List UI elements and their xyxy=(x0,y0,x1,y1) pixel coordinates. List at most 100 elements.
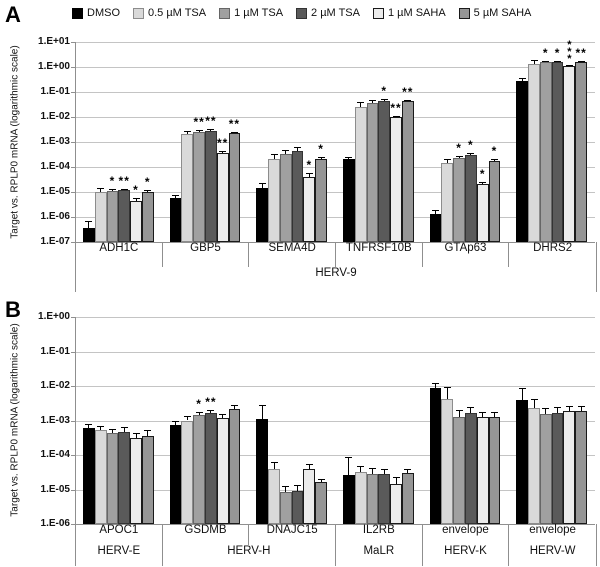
gridline xyxy=(75,420,595,422)
error-bar xyxy=(545,408,547,415)
error-bar-cap xyxy=(443,159,451,161)
error-bar xyxy=(273,154,275,159)
legend-swatch xyxy=(72,7,83,19)
error-bar-cap xyxy=(565,405,573,407)
error-bar-cap xyxy=(294,146,302,148)
bar xyxy=(343,474,355,524)
error-bar-cap xyxy=(270,154,278,156)
y-tick-mark xyxy=(71,242,75,243)
error-bar xyxy=(320,478,322,483)
error-bar xyxy=(557,406,559,413)
significance-stars: ** xyxy=(205,114,217,129)
legend-item: 2 µM TSA xyxy=(296,7,360,19)
y-axis-line xyxy=(75,42,76,242)
category-label: GBP5 xyxy=(163,242,250,267)
error-bar-cap xyxy=(392,477,400,479)
error-bar-cap xyxy=(530,59,538,61)
y-tick-mark xyxy=(71,317,75,318)
bar xyxy=(83,228,95,242)
error-bar xyxy=(111,429,113,434)
bar xyxy=(256,419,269,524)
y-tick-mark xyxy=(71,192,75,193)
error-bar xyxy=(186,131,188,135)
bar xyxy=(141,435,154,524)
bar xyxy=(291,150,304,242)
bar xyxy=(118,432,131,524)
error-bar xyxy=(135,197,137,201)
error-bar xyxy=(308,173,310,177)
bar xyxy=(130,200,142,242)
error-bar-cap xyxy=(404,468,412,470)
error-bar-cap xyxy=(345,457,353,459)
error-bar xyxy=(360,102,362,108)
error-bar xyxy=(521,387,523,400)
error-bar-cap xyxy=(195,130,203,132)
bar xyxy=(279,491,292,524)
error-bar-cap xyxy=(432,209,440,211)
error-bar xyxy=(383,468,385,475)
significance-stars: ** xyxy=(216,135,229,150)
legend-item: 1 µM SAHA xyxy=(372,7,446,19)
error-bar-cap xyxy=(490,411,498,413)
significance-stars: * xyxy=(196,396,202,411)
y-tick-mark xyxy=(71,67,75,68)
bar xyxy=(216,153,229,242)
error-bar-cap xyxy=(565,64,573,66)
error-bar-cap xyxy=(554,60,562,62)
category-label: GSDMB xyxy=(163,524,250,545)
y-axis-line xyxy=(75,317,76,524)
bar xyxy=(94,430,107,524)
error-bar xyxy=(580,405,582,411)
y-tick-mark xyxy=(71,489,75,491)
error-bar-cap xyxy=(108,188,116,190)
gridline xyxy=(75,351,595,353)
significance-stars: ** xyxy=(193,115,205,130)
bar xyxy=(378,100,391,242)
family-label: HERV-9 xyxy=(315,267,357,279)
legend-swatch xyxy=(133,7,144,19)
panel-a-label: A xyxy=(5,2,21,27)
y-tick-label: 1.E-05 xyxy=(40,186,70,197)
legend-swatch xyxy=(219,7,231,19)
error-bar xyxy=(285,150,287,155)
error-bar-cap xyxy=(282,150,290,152)
y-tick-label: 1.E-03 xyxy=(40,414,70,426)
error-bar-cap xyxy=(183,131,191,133)
error-bar-cap xyxy=(577,405,585,407)
error-bar xyxy=(233,404,235,409)
legend-item: 1 µM TSA xyxy=(219,7,283,19)
error-bar-cap xyxy=(230,404,238,406)
legend-swatch xyxy=(458,7,470,19)
bar xyxy=(303,176,316,242)
significance-stars: * * * xyxy=(561,39,577,64)
error-bar-cap xyxy=(258,182,266,184)
error-bar-cap xyxy=(97,187,105,189)
error-bar-cap xyxy=(479,181,487,183)
category-label: GTAp63 xyxy=(423,242,510,267)
error-bar xyxy=(493,411,495,417)
family-row: HERV-9 xyxy=(76,267,596,292)
bar xyxy=(488,416,501,524)
error-bar-cap xyxy=(432,383,440,385)
bar xyxy=(378,474,391,524)
legend: DMSO 0.5 µM TSA 1 µM TSA 2 µM TSA 1 µM SAHA 5… xyxy=(72,7,531,19)
error-bar-cap xyxy=(404,100,412,102)
panel-b-y-axis-title: Target vs. RPLP0 mRNA (logarithmic scale… xyxy=(9,323,21,517)
family-label: MaLR xyxy=(336,545,423,566)
bar xyxy=(516,399,529,524)
error-bar-cap xyxy=(357,102,365,104)
significance-stars: * xyxy=(306,158,313,173)
bar xyxy=(354,107,367,242)
error-bar-cap xyxy=(132,197,140,199)
error-bar xyxy=(446,159,448,164)
gridline xyxy=(75,386,595,387)
bar xyxy=(130,437,142,524)
legend-item: 5 µM SAHA xyxy=(458,7,531,19)
family-label: HERV-E xyxy=(76,545,163,566)
y-tick-label: 1.E-06 xyxy=(40,211,70,222)
error-bar-cap xyxy=(258,404,266,406)
error-bar-cap xyxy=(219,150,227,152)
y-tick-label: 1.E-01 xyxy=(40,345,70,357)
bar xyxy=(141,192,154,242)
